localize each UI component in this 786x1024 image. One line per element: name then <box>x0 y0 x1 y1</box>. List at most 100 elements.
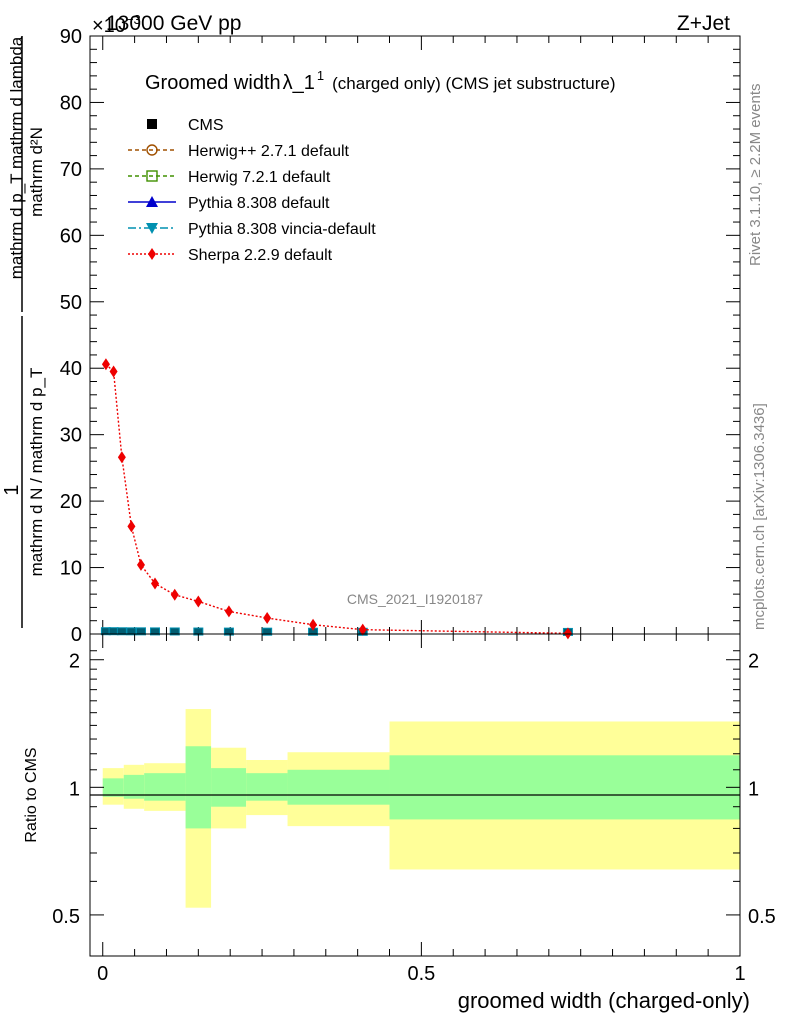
sherpa-point <box>263 612 272 625</box>
ratio-y-tick-label-right: 1 <box>748 778 759 800</box>
stat-uncertainty-band <box>123 774 145 799</box>
main-y-label: 1 mathrm d N / mathrm d p_T mathrm d²N m… <box>1 36 46 628</box>
stat-uncertainty-band <box>144 773 186 801</box>
cms-point <box>151 628 159 635</box>
ratio-bands <box>102 709 740 908</box>
cms-point <box>263 628 272 635</box>
x-tick-label: 1 <box>734 963 745 985</box>
cms-point <box>101 628 110 635</box>
mc-marker <box>126 627 137 636</box>
legend-entry: Sherpa 2.2.9 default <box>128 247 333 264</box>
process-label: Z+Jet <box>677 12 730 35</box>
legend-entry: Herwig++ 2.7.1 default <box>128 143 350 160</box>
sherpa-point <box>309 618 318 631</box>
main-series <box>100 358 573 640</box>
legend: CMS Herwig++ 2.7.1 default Herwig 7.2.1 de… <box>128 117 376 264</box>
exponent-label: ×10−3 <box>92 12 141 37</box>
legend-marker <box>148 248 156 260</box>
legend-entry: Pythia 8.308 default <box>128 195 330 212</box>
sherpa-point <box>136 558 145 571</box>
mc-marker <box>116 627 127 636</box>
mc-marker <box>169 627 180 636</box>
chart-title: Groomed width λ_1 1 (charged only) (CMS jet… <box>145 68 616 94</box>
sherpa-point <box>151 577 159 590</box>
ratio-y-tick-label: 1 <box>69 778 80 800</box>
legend-entry: Pythia 8.308 vincia-default <box>128 221 376 238</box>
legend-marker <box>146 144 158 156</box>
legend-marker <box>147 119 157 129</box>
stat-uncertainty-band <box>185 746 212 829</box>
legend-label: Herwig++ 2.7.1 default <box>188 143 350 160</box>
legend-entry: Herwig 7.2.1 default <box>128 169 331 186</box>
stat-uncertainty-band <box>211 768 247 807</box>
y-tick-label: 20 <box>60 491 82 513</box>
y-tick-label: 30 <box>60 425 82 447</box>
sherpa-point <box>563 627 572 640</box>
cms-point <box>170 628 179 635</box>
mc-marker <box>150 627 160 636</box>
sherpa-point <box>117 451 126 464</box>
energy-label: 13000 GeV pp <box>106 12 241 35</box>
ratio-y-tick-label: 0.5 <box>52 906 80 928</box>
sherpa-point <box>109 365 118 378</box>
sherpa-point <box>127 520 136 533</box>
mc-marker <box>308 627 319 636</box>
cms-point <box>224 628 233 635</box>
sherpa-point <box>358 623 367 636</box>
rivet-version-label: Rivet 3.1.10, ≥ 2.2M events <box>747 84 764 267</box>
cms-point <box>309 628 318 635</box>
ratio-y-axis: 0.5 0.5 1 1 2 2 <box>52 650 776 928</box>
x-tick-label: 0 <box>97 963 108 985</box>
sherpa-point <box>224 605 233 618</box>
stat-uncertainty-band <box>102 778 124 797</box>
mc-marker <box>100 627 111 636</box>
legend-marker <box>146 196 158 207</box>
ratio-x-axis: 0 0.5 1 <box>97 634 746 985</box>
y-tick-label: 90 <box>60 26 82 48</box>
legend-entry: CMS <box>147 117 224 134</box>
legend-marker <box>146 170 158 182</box>
cms-point <box>109 628 118 635</box>
y-tick-label: 50 <box>60 292 82 314</box>
stat-uncertainty-band <box>389 755 740 820</box>
stat-uncertainty-band <box>287 769 390 805</box>
main-y-axis: 0 10 20 30 40 50 60 70 80 90 <box>60 26 740 646</box>
cms-point <box>194 628 203 635</box>
mc-marker <box>223 627 234 636</box>
y-tick-label: 80 <box>60 92 82 114</box>
cms-point <box>136 628 145 635</box>
analysis-id-label: CMS_2021_I1920187 <box>347 591 483 607</box>
y-tick-label: 70 <box>60 159 82 181</box>
legend-marker <box>146 223 158 234</box>
y-label-numerator: mathrm d²N <box>27 127 46 217</box>
x-tick-label: 0.5 <box>407 963 435 985</box>
legend-label: CMS <box>188 117 224 134</box>
y-tick-label: 40 <box>60 358 82 380</box>
y-label-prefactor-num: 1 <box>1 484 23 495</box>
y-tick-label: 0 <box>71 624 82 646</box>
sherpa-point <box>194 595 203 608</box>
legend-label: Pythia 8.308 vincia-default <box>188 221 376 238</box>
ratio-y-tick-label: 2 <box>69 651 80 673</box>
legend-label: Herwig 7.2.1 default <box>188 169 331 186</box>
sherpa-point <box>170 588 179 601</box>
ratio-y-tick-label-right: 0.5 <box>748 906 776 928</box>
stat-uncertainty-band <box>246 773 288 801</box>
mc-marker <box>108 627 119 636</box>
legend-label: Pythia 8.308 default <box>188 195 330 212</box>
cms-point <box>117 628 126 635</box>
mc-marker <box>262 627 273 636</box>
y-tick-label: 10 <box>60 558 82 580</box>
cms-point <box>127 628 136 635</box>
y-tick-label: 60 <box>60 225 82 247</box>
sherpa-point <box>101 358 110 371</box>
ratio-y-label: Ratio to CMS <box>23 747 40 842</box>
y-label-prefactor-den: mathrm d N / mathrm d p_T <box>27 368 46 577</box>
ratio-y-tick-label-right: 2 <box>748 651 759 673</box>
mc-marker <box>193 627 204 636</box>
x-axis-label: groomed width (charged-only) <box>458 988 750 1013</box>
mc-marker <box>135 627 146 636</box>
mcplots-label: mcplots.cern.ch [arXiv:1306.3436] <box>751 403 768 630</box>
legend-label: Sherpa 2.2.9 default <box>188 247 333 264</box>
